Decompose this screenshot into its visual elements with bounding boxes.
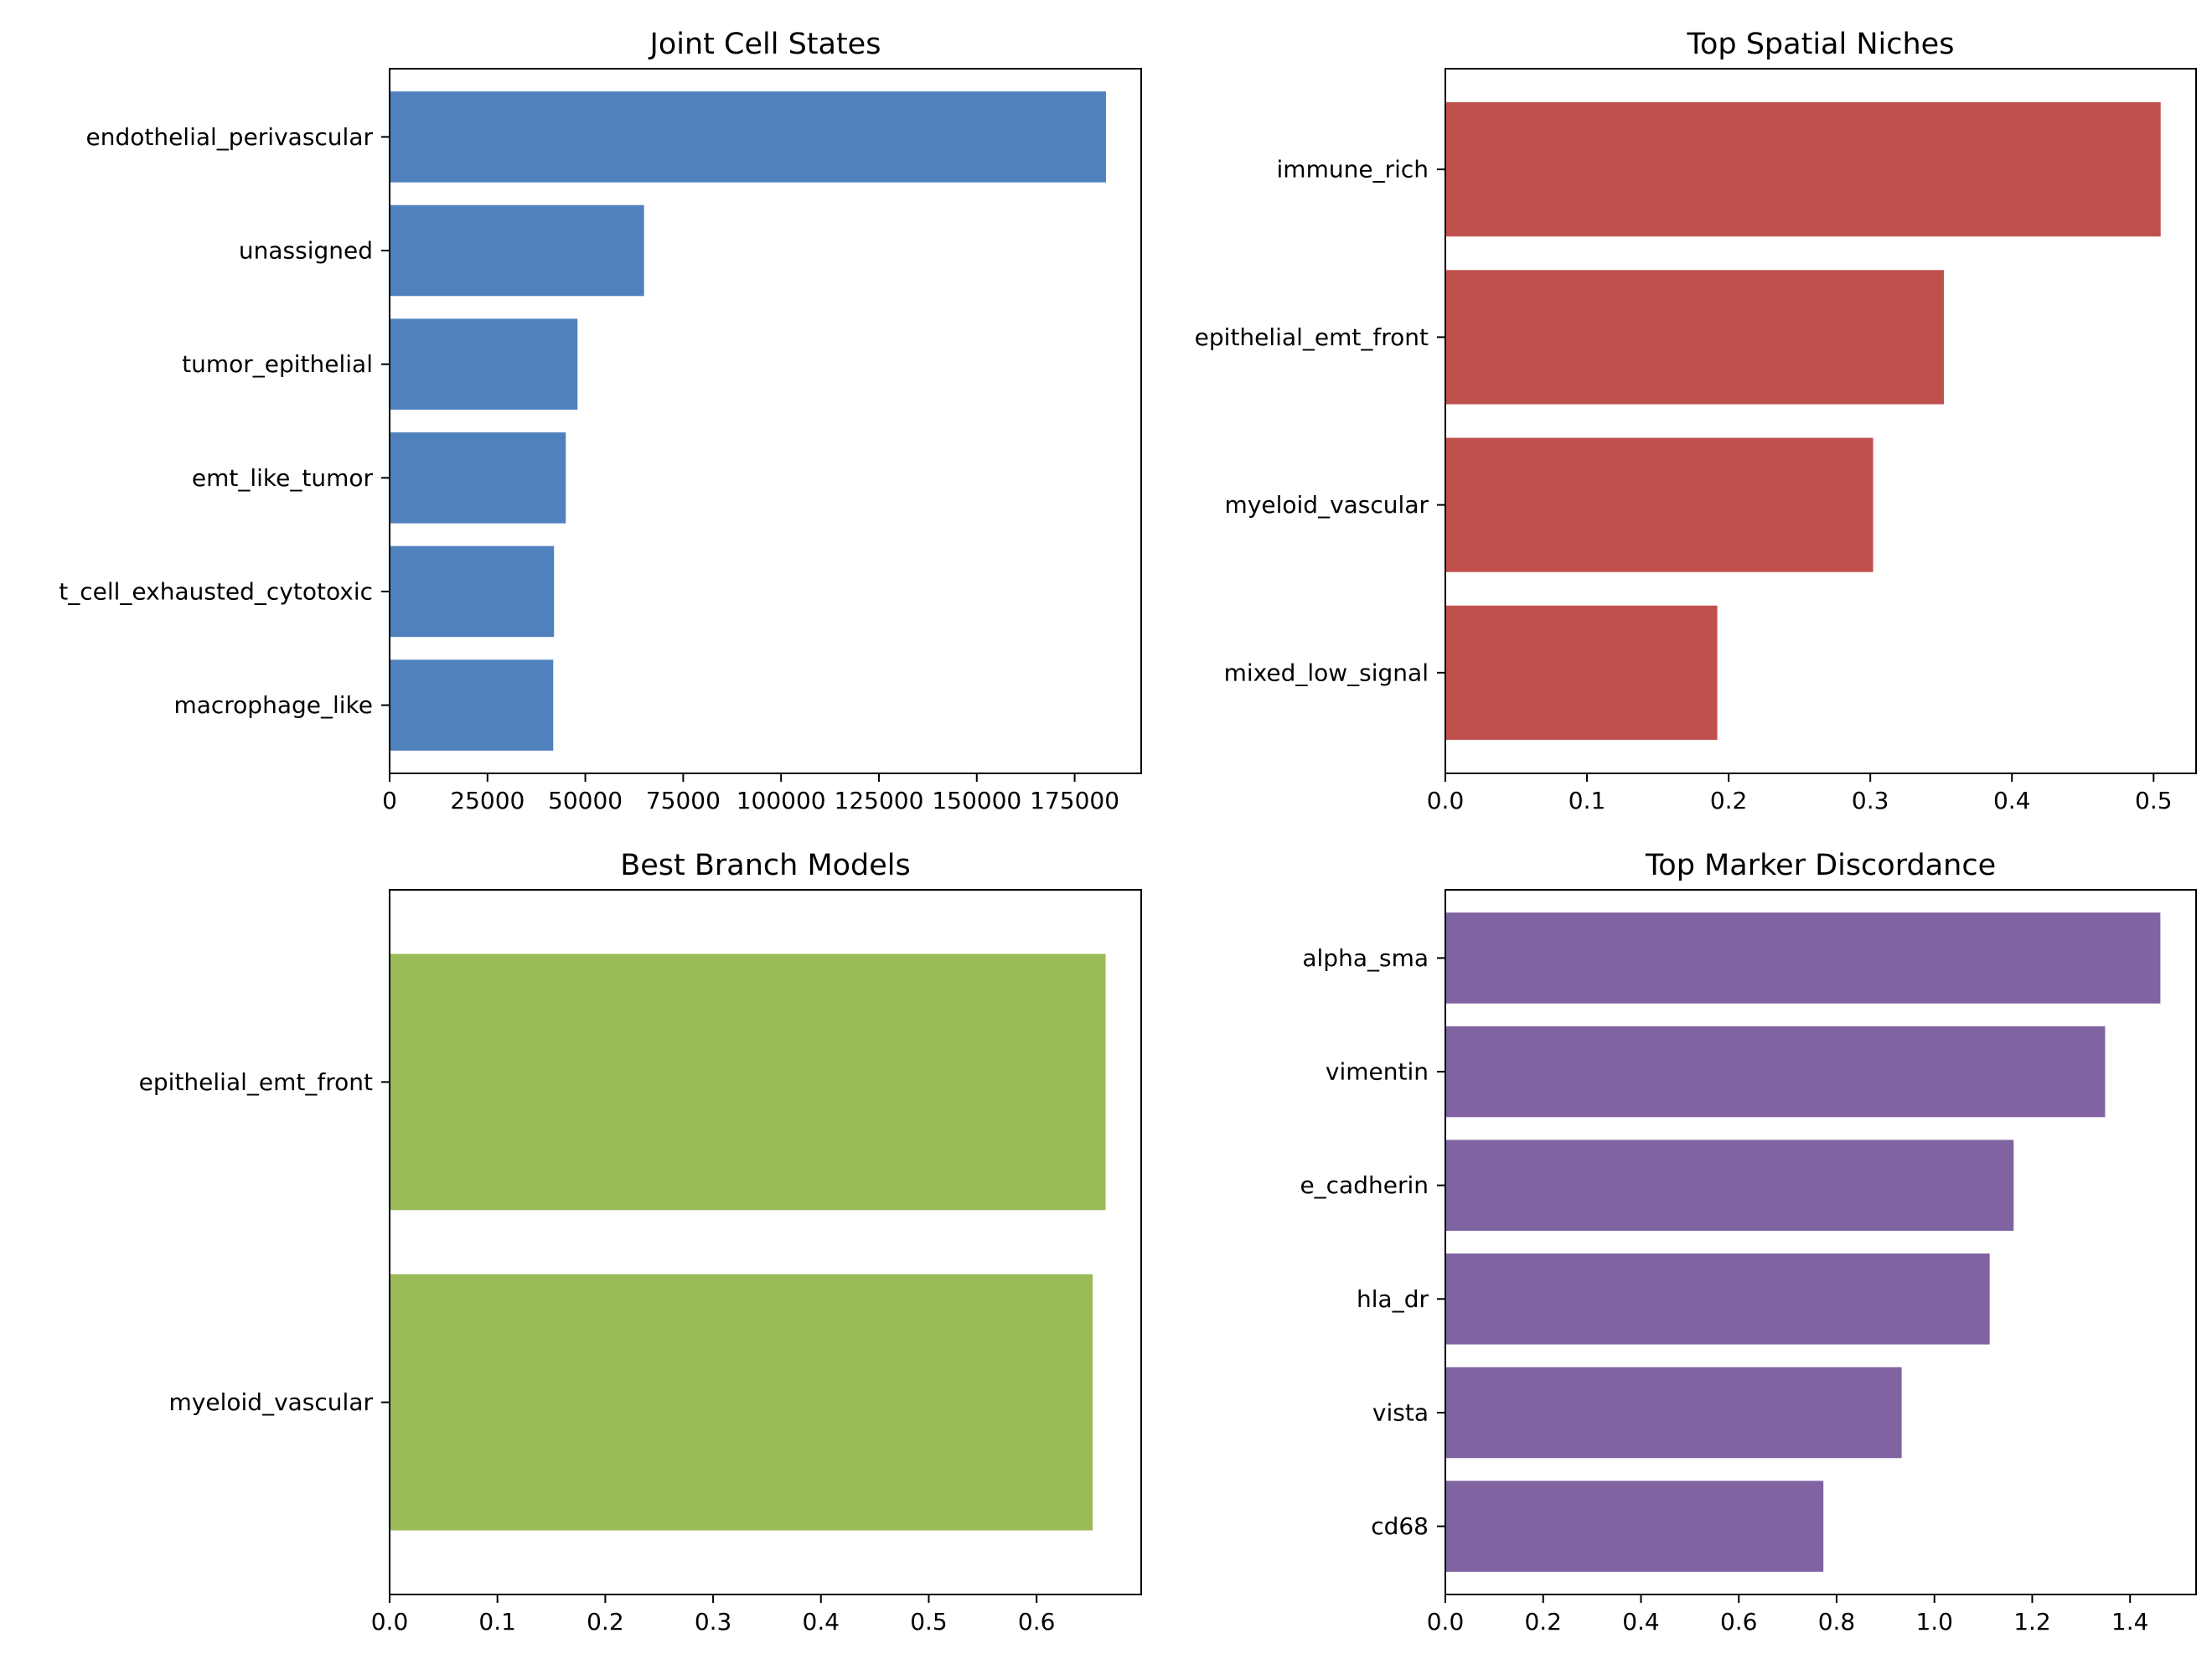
chart-title: Best Branch Models (620, 849, 911, 882)
y-tick-label: tumor_epithelial (182, 350, 373, 378)
x-tick-label: 50000 (548, 787, 623, 814)
y-tick-label: e_cadherin (1300, 1171, 1429, 1199)
x-tick-label: 0.1 (478, 1608, 516, 1636)
x-tick-label: 0.3 (1852, 787, 1889, 814)
axes-frame (1445, 889, 2197, 1595)
bar-macrophage-like (390, 659, 554, 751)
y-tick-label: t_cell_exhausted_cytotoxic (59, 577, 373, 605)
x-tick-label: 0.0 (371, 1608, 409, 1636)
x-tick-label: 25000 (450, 787, 525, 814)
y-tick-label: vista (1372, 1398, 1429, 1426)
bar-mixed-low-signal (1445, 605, 1718, 740)
bar-t-cell-exhausted-cytotoxic (390, 545, 555, 638)
x-tick-label: 1.0 (1915, 1608, 1953, 1636)
x-tick-label: 0.0 (1427, 1608, 1465, 1636)
x-tick-label: 0.2 (1710, 787, 1748, 814)
x-tick-label: 0.8 (1818, 1608, 1856, 1636)
bar-endothelial-perivascular (390, 91, 1106, 183)
chart-panel-1: endothelial_perivascular unassigned tumor_… (59, 28, 1142, 814)
bar-vista (1445, 1367, 1902, 1459)
x-tick-label: 0.2 (1524, 1608, 1562, 1636)
x-tick-label: 0.4 (1993, 787, 2031, 814)
bar-hla-dr (1445, 1253, 1990, 1345)
y-tick-label: hla_dr (1357, 1285, 1429, 1313)
x-tick-label: 0.3 (695, 1608, 732, 1636)
y-tick-label: epithelial_emt_front (1195, 323, 1429, 351)
axes-frame (389, 889, 1142, 1595)
bar-myeloid-vascular (1445, 437, 1873, 572)
y-tick-label: epithelial_emt_front (139, 1068, 373, 1096)
x-tick-label: 75000 (646, 787, 721, 814)
bar-myeloid-vascular (390, 1274, 1093, 1531)
bar-immune-rich (1445, 102, 2161, 237)
x-tick-label: 100000 (736, 787, 826, 814)
chart-title: Joint Cell States (649, 28, 881, 61)
x-tick-label: 1.4 (2111, 1608, 2149, 1636)
y-tick-label: alpha_sma (1302, 944, 1429, 972)
y-tick-label: emt_like_tumor (192, 464, 374, 492)
x-tick-label: 0.4 (803, 1608, 840, 1636)
x-tick-label: 1.2 (2013, 1608, 2051, 1636)
chart-panel-2: immune_rich epithelial_emt_front myeloid_v… (1195, 28, 2197, 814)
x-tick-label: 0.4 (1622, 1608, 1660, 1636)
y-tick-label: unassigned (239, 237, 373, 265)
axes-frame (389, 68, 1142, 774)
x-tick-label: 0.0 (1427, 787, 1465, 814)
x-tick-label: 175000 (1030, 787, 1119, 814)
chart-title: Top Marker Discordance (1645, 849, 1996, 882)
x-tick-label: 0.6 (1720, 1608, 1758, 1636)
x-tick-label: 0.6 (1018, 1608, 1056, 1636)
chart-panel-3: epithelial_emt_front myeloid_vascular 0.0 0… (139, 849, 1142, 1636)
x-tick-label: 0.5 (2135, 787, 2173, 814)
bar-unassigned (390, 204, 644, 297)
bar-tumor-epithelial (390, 318, 578, 410)
x-tick-label: 125000 (835, 787, 924, 814)
x-tick-label: 150000 (932, 787, 1021, 814)
bar-epithelial-emt-front (390, 954, 1106, 1211)
chart-title: Top Spatial Niches (1687, 28, 1955, 61)
y-tick-label: cd68 (1371, 1512, 1429, 1540)
bar-vimentin (1445, 1026, 2106, 1118)
bar-cd68 (1445, 1481, 1824, 1572)
x-tick-label: 0.2 (587, 1608, 624, 1636)
y-tick-label: endothelial_perivascular (85, 123, 373, 151)
y-tick-label: mixed_low_signal (1224, 659, 1429, 686)
y-tick-label: vimentin (1326, 1058, 1429, 1086)
bar-emt-like-tumor (390, 432, 566, 524)
y-tick-label: macrophage_like (173, 691, 373, 719)
y-tick-label: myeloid_vascular (1225, 491, 1429, 519)
y-tick-label: myeloid_vascular (169, 1388, 374, 1416)
axes-frame (1445, 68, 2197, 774)
bar-e-cadherin (1445, 1140, 2014, 1231)
bar-epithelial-emt-front (1445, 270, 1945, 405)
x-tick-label: 0 (382, 787, 397, 814)
x-tick-label: 0.5 (910, 1608, 948, 1636)
y-tick-label: immune_rich (1277, 156, 1429, 183)
x-tick-label: 0.1 (1569, 787, 1606, 814)
bar-alpha-sma (1445, 912, 2161, 1004)
